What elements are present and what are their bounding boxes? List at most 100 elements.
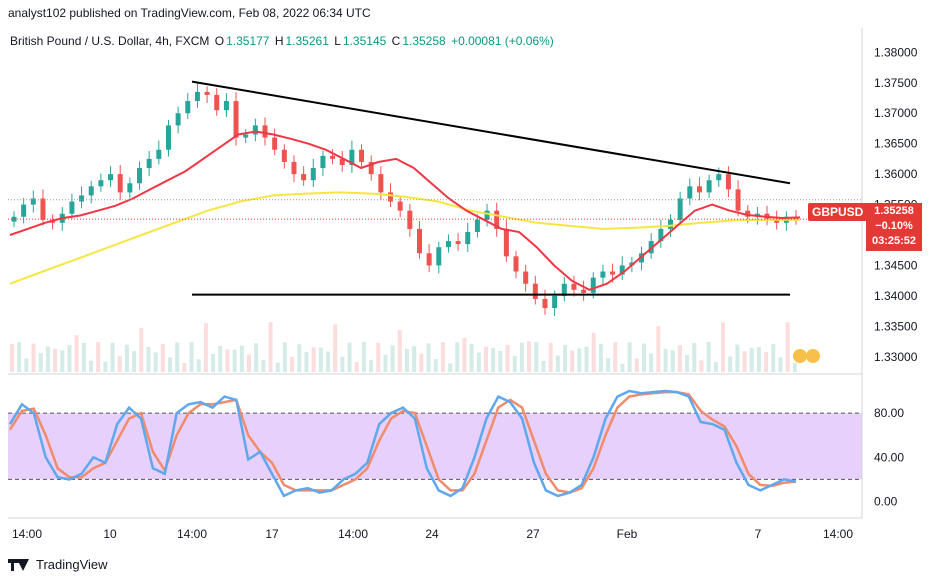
volume-bar [254, 343, 259, 372]
close-label: C [391, 34, 401, 48]
volume-bar [139, 327, 144, 372]
volume-bar [333, 324, 338, 372]
volume-bar [642, 343, 646, 372]
volume-bar [297, 344, 302, 372]
time-tick-label: 24 [425, 527, 439, 541]
volume-bar [45, 346, 50, 372]
candle-body [21, 204, 27, 217]
time-tick-label: 14:00 [12, 527, 42, 541]
time-tick-label: 7 [755, 527, 762, 541]
volume-bar [591, 332, 596, 372]
candle-body [272, 137, 278, 150]
volume-bar [354, 362, 359, 372]
candle-body [658, 228, 664, 242]
volume-bar [10, 344, 14, 372]
volume-bar [512, 355, 517, 372]
volume-bar [146, 346, 151, 372]
volume-bar [792, 362, 797, 372]
volume-bar [778, 357, 783, 372]
candle-body [214, 94, 220, 111]
volume-bar [534, 342, 539, 372]
price-tick-label: 1.33000 [874, 350, 918, 364]
candle-body [301, 174, 307, 181]
volume-bar [742, 351, 747, 372]
candle-body [542, 298, 548, 309]
tradingview-logo[interactable]: TradingView [8, 557, 108, 572]
volume-bar [412, 346, 417, 372]
candle-body [117, 174, 123, 193]
candle-body [127, 183, 133, 193]
time-tick-label: 14:00 [823, 527, 853, 541]
volume-bar [563, 344, 567, 372]
stochastic-tick-label: 40.00 [874, 450, 904, 464]
price-tick-label: 1.33500 [874, 319, 918, 333]
volume-bar [268, 322, 273, 372]
high-value: 1.35261 [285, 34, 329, 48]
tradingview-brand: TradingView [36, 557, 108, 572]
candle-body [523, 271, 529, 284]
candle-body [716, 174, 722, 181]
candle-body [706, 180, 712, 193]
volume-bar [670, 350, 675, 372]
candle-body [600, 271, 606, 278]
symbol-title: British Pound / U.S. Dollar, 4h, FXCM [10, 34, 210, 48]
volume-bar [160, 343, 165, 372]
chart-axes: 1.380001.375001.370001.365001.360001.355… [8, 28, 918, 541]
volume-bar [735, 344, 740, 372]
price-pane[interactable] [8, 80, 862, 372]
candle-body [513, 256, 519, 272]
candle-body [79, 195, 85, 202]
candle-body [610, 271, 616, 275]
candle-body [474, 219, 480, 232]
candle-body [137, 168, 143, 184]
volume-bar [505, 344, 510, 372]
volume-bar [96, 342, 101, 372]
volume-bar [31, 343, 36, 372]
volume-bar [390, 345, 395, 372]
high-label: H [274, 34, 284, 48]
last-price-box: 1.35258 −0.10% 03:25:52 [866, 203, 922, 251]
volume-bar [656, 326, 661, 372]
volume-bar [519, 342, 524, 372]
candle-body [426, 253, 432, 266]
low-value: 1.35145 [342, 34, 387, 48]
volume-bar [613, 342, 618, 372]
stochastic-pane[interactable] [8, 389, 862, 498]
candle-body [774, 219, 780, 223]
volume-bar [340, 356, 345, 372]
volume-bar [498, 350, 503, 372]
resistance-trendline [191, 80, 791, 185]
volume-bar [60, 350, 65, 372]
volume-bar [347, 342, 352, 372]
volume-bar [275, 362, 280, 372]
volume-bar [749, 347, 754, 372]
candle-body [146, 158, 152, 169]
candle-body [407, 210, 413, 229]
volume-bar [663, 348, 668, 372]
candle-body [40, 198, 46, 220]
candle-body [98, 180, 104, 187]
volume-bar [677, 345, 682, 372]
tradingview-logo-icon [8, 558, 30, 571]
volume-bar [448, 363, 453, 372]
candle-body [108, 174, 114, 181]
candle-body [619, 265, 625, 275]
candle-body [368, 161, 374, 175]
volume-bar [491, 348, 496, 372]
candle-body [465, 231, 471, 245]
volume-bar [53, 348, 58, 372]
volume-bar [419, 353, 424, 372]
volume-bar [383, 354, 388, 372]
candle-body [388, 192, 394, 202]
volume-bar [620, 363, 625, 372]
candle-body [735, 189, 741, 211]
volume-bar [67, 345, 72, 372]
volume-bar [771, 344, 776, 372]
volume-bar [103, 361, 108, 372]
volume-bar [311, 347, 316, 372]
volume-bar [124, 344, 129, 372]
volume-bar [548, 342, 553, 372]
candle-body [677, 198, 683, 220]
candle-body [233, 101, 239, 138]
